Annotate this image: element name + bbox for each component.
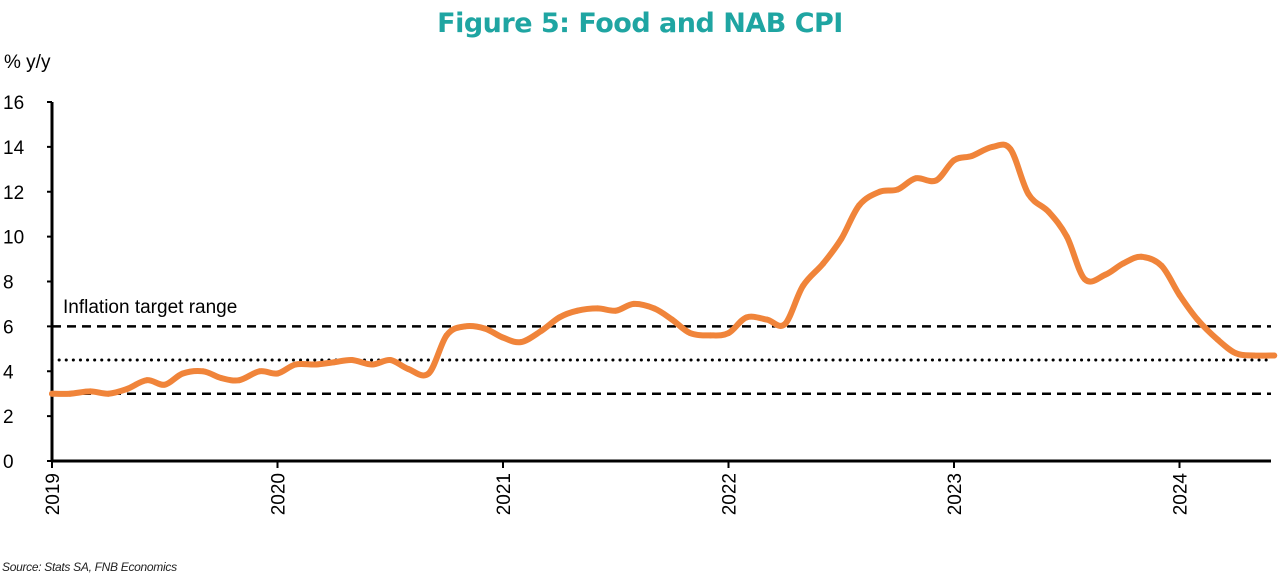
data-point	[1007, 146, 1014, 153]
x-tick-label: 2023	[945, 473, 966, 515]
y-tick-label: 4	[3, 362, 14, 383]
data-point	[856, 202, 863, 209]
data-point	[348, 357, 355, 363]
data-point	[1232, 350, 1239, 357]
data-point	[651, 305, 658, 312]
data-point	[425, 370, 432, 377]
data-point	[330, 359, 337, 366]
x-tick-label: 2022	[720, 473, 741, 515]
reference-lines	[50, 325, 1273, 395]
annotation-target-range: Inflation target range	[63, 297, 237, 318]
data-point	[123, 386, 130, 393]
y-tick-label: 16	[3, 93, 24, 114]
data-point	[200, 368, 207, 375]
y-tick-label: 14	[3, 138, 25, 159]
data-point	[87, 388, 94, 395]
data-point	[630, 300, 637, 307]
data-point	[1194, 316, 1201, 323]
data-point	[67, 390, 73, 397]
data-point	[312, 361, 319, 368]
data-point	[256, 368, 263, 375]
data-point	[105, 390, 112, 397]
data-point	[518, 339, 524, 346]
data-point	[292, 361, 299, 368]
data-point	[969, 152, 975, 159]
y-tick-label: 8	[3, 273, 14, 294]
data-point	[820, 260, 827, 267]
data-point	[838, 235, 845, 242]
data-point	[556, 314, 563, 321]
data-point	[461, 323, 468, 330]
data-point	[405, 366, 412, 372]
data-point	[876, 188, 883, 195]
data-point	[274, 370, 281, 377]
data-point	[218, 375, 225, 381]
data-point	[143, 377, 150, 384]
y-axis-label: % y/y	[4, 52, 51, 73]
data-point	[1045, 208, 1052, 215]
y-tick-label: 10	[3, 228, 24, 249]
x-tick-label: 2020	[269, 473, 290, 515]
data-point	[1063, 233, 1070, 240]
data-point	[1214, 336, 1221, 343]
data-point	[369, 361, 376, 368]
data-point	[161, 381, 168, 388]
x-tick-label: 2024	[1171, 473, 1192, 516]
x-tick-label: 2019	[43, 473, 64, 515]
series-group	[49, 141, 1278, 397]
data-point	[781, 321, 788, 328]
source-note: Source: Stats SA, FNB Economics	[2, 560, 177, 574]
data-point	[500, 334, 506, 341]
data-point	[1102, 271, 1109, 278]
data-point	[594, 305, 601, 312]
data-point	[236, 377, 243, 384]
data-point	[989, 143, 996, 150]
data-point	[1138, 253, 1145, 260]
y-tick-label: 2	[3, 407, 14, 428]
data-point	[1271, 352, 1278, 359]
data-point	[933, 177, 939, 184]
data-point	[1025, 191, 1032, 197]
series-line-food-nab-cpi	[49, 141, 1278, 397]
y-tick-label: 6	[3, 317, 14, 338]
data-point	[799, 283, 806, 289]
x-tick-label: 2021	[494, 473, 515, 515]
data-point	[443, 332, 450, 339]
data-point	[49, 390, 55, 397]
data-point	[1250, 352, 1257, 359]
data-point	[951, 157, 957, 164]
data-point	[707, 332, 714, 339]
data-point	[1158, 262, 1165, 269]
data-point	[538, 327, 545, 334]
data-point	[725, 330, 732, 337]
data-point	[763, 316, 770, 323]
data-point	[612, 307, 619, 314]
data-point	[179, 370, 186, 377]
chart-title: Figure 5: Food and NAB CPI	[437, 8, 843, 39]
data-point	[482, 325, 488, 332]
data-point	[1176, 292, 1183, 298]
data-point	[687, 330, 694, 337]
data-point	[912, 175, 919, 182]
data-point	[387, 357, 394, 363]
y-tick-label: 0	[3, 452, 14, 473]
data-point	[1120, 260, 1127, 267]
data-point	[894, 186, 901, 193]
data-point	[574, 307, 581, 314]
data-point	[1081, 276, 1088, 283]
data-point	[743, 314, 750, 321]
data-point	[669, 316, 676, 323]
chart-axes: 0 2 4 6 8 10 12 14 16 2019 2020 2021 2022 2023 2024	[3, 93, 1271, 515]
y-tick-label: 12	[3, 183, 24, 204]
